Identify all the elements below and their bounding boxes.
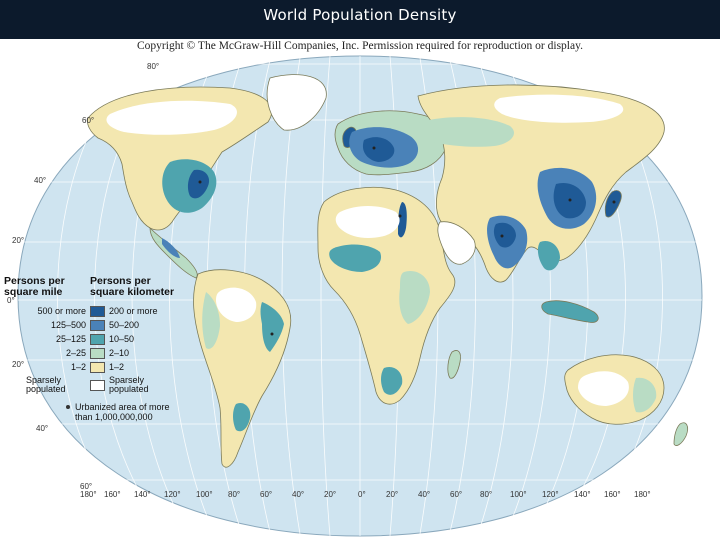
- legend-mile-value: 125–500: [50, 319, 86, 330]
- urban-dots: [198, 146, 616, 336]
- lon-label: 100°: [196, 490, 213, 499]
- urban-dot: [198, 180, 202, 184]
- lat-label-60n: 60°: [82, 116, 95, 125]
- lon-label: 140°: [574, 490, 591, 499]
- legend-row: 500 or more 200 or more: [4, 304, 194, 318]
- urban-dot: [372, 146, 376, 150]
- lon-label: 40°: [292, 490, 305, 499]
- indonesia: [541, 300, 599, 323]
- east-australia-density: [633, 377, 657, 413]
- legend-heading-km: Persons per square kilometer: [90, 275, 175, 298]
- legend-swatch: [90, 361, 105, 373]
- world-map-svg: [17, 55, 703, 537]
- central-america-density: [162, 238, 180, 258]
- legend-swatch: [90, 319, 105, 331]
- lon-label: 0°: [358, 490, 366, 499]
- lat-label-20n: 20°: [12, 236, 25, 245]
- japan: [604, 190, 622, 218]
- lat-label-0: 0°: [7, 296, 15, 305]
- urban-dot: [568, 198, 572, 202]
- urban-dot: [270, 332, 274, 336]
- legend-mile-value: Sparsely populated: [26, 375, 66, 394]
- legend-heading-mile: Persons per square mile: [4, 275, 65, 298]
- east-africa-density: [399, 270, 430, 324]
- legend-km-value: 50–200: [109, 319, 140, 330]
- sahara-sparse: [335, 206, 400, 238]
- legend-swatch: [90, 379, 105, 391]
- lon-label: 80°: [228, 490, 241, 499]
- legend-km-value: Sparsely populated: [109, 375, 149, 394]
- lon-label: 160°: [104, 490, 121, 499]
- lon-label: 180°: [80, 490, 97, 499]
- australia-sparse: [578, 371, 629, 406]
- legend-km-value: 200 or more: [109, 305, 158, 316]
- lat-label-60s: 60°: [80, 482, 93, 491]
- density-overlays: [106, 94, 657, 432]
- europe-dense: [362, 137, 395, 162]
- urban-dot: [612, 200, 616, 204]
- legend-swatch: [90, 347, 105, 359]
- northeast-us-density: [187, 169, 210, 199]
- africa: [317, 186, 456, 405]
- lon-label: 160°: [604, 490, 621, 499]
- andes-density: [202, 292, 220, 349]
- urban-dot-icon: [66, 405, 70, 409]
- legend-mile-value: 500 or more: [37, 305, 86, 316]
- canada-sparse: [106, 100, 237, 135]
- urban-dot: [398, 214, 402, 218]
- lon-label: 180°: [634, 490, 651, 499]
- legend-urban-label: Urbanized area of more than 1,000,000,00…: [75, 402, 170, 422]
- west-africa-density: [329, 244, 382, 272]
- lat-label-80n: 80°: [147, 62, 160, 71]
- amazon-sparse: [216, 287, 257, 322]
- legend-km-value: 10–50: [109, 333, 135, 344]
- copyright-notice: Copyright © The McGraw-Hill Companies, I…: [137, 40, 583, 52]
- india-dense: [493, 222, 516, 248]
- brazil-coast-density: [260, 302, 284, 352]
- lon-label: 20°: [386, 490, 399, 499]
- legend-mile-value: 25–125: [55, 333, 86, 344]
- legend-urban-row: Urbanized area of more than 1,000,000,00…: [4, 402, 194, 422]
- nile-density: [398, 202, 407, 238]
- legend-row: 1–2 1–2: [4, 360, 194, 374]
- lon-label: 140°: [134, 490, 151, 499]
- lon-label: 120°: [164, 490, 181, 499]
- south-africa-density: [381, 366, 403, 395]
- world-map: [0, 52, 720, 540]
- southeast-asia-density: [537, 240, 560, 271]
- legend-row: 125–500 50–200: [4, 318, 194, 332]
- russia-density: [417, 117, 515, 147]
- legend-km-value: 2–10: [109, 347, 130, 358]
- legend-swatch: [90, 333, 105, 345]
- legend-mile-value: 1–2: [70, 361, 86, 372]
- legend-mile-value: 2–25: [65, 347, 86, 358]
- legend-km-value: 1–2: [109, 361, 125, 372]
- arabia: [437, 221, 476, 265]
- map-legend: Persons per square mile Persons per squa…: [4, 275, 194, 423]
- lon-label: 80°: [480, 490, 493, 499]
- slide-title: World Population Density: [263, 6, 457, 24]
- lon-label: 100°: [510, 490, 527, 499]
- legend-row: 2–25 2–10: [4, 346, 194, 360]
- argentina-density: [233, 402, 251, 432]
- lat-label-40n: 40°: [34, 176, 47, 185]
- greenland: [266, 74, 327, 131]
- lat-label-40s: 40°: [36, 424, 49, 433]
- siberia-sparse: [494, 94, 624, 123]
- lon-label: 120°: [542, 490, 559, 499]
- lat-label-20s: 20°: [12, 360, 25, 369]
- lon-label: 60°: [260, 490, 273, 499]
- title-bar: World Population Density: [0, 0, 720, 39]
- lon-label: 40°: [418, 490, 431, 499]
- madagascar: [447, 350, 461, 379]
- legend-row: 25–125 10–50: [4, 332, 194, 346]
- lon-label: 60°: [450, 490, 463, 499]
- urban-dot: [500, 234, 504, 238]
- new-zealand: [673, 422, 688, 446]
- lon-label: 20°: [324, 490, 337, 499]
- legend-row: Sparsely populated Sparsely populated: [4, 374, 194, 396]
- legend-swatch: [90, 305, 105, 317]
